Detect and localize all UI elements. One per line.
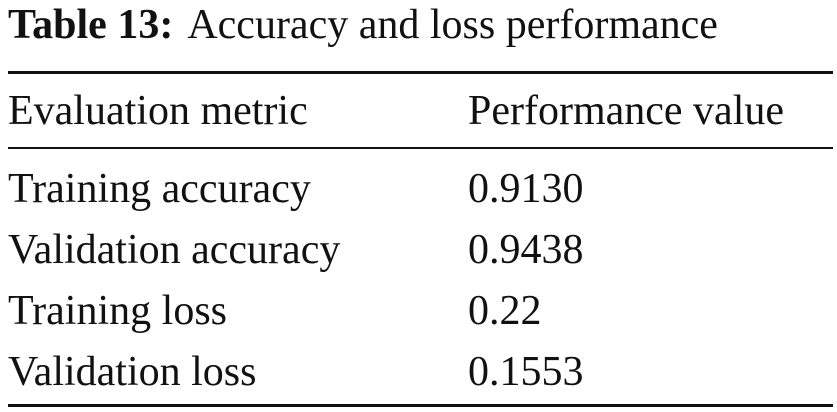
metric-cell: Training loss bbox=[8, 288, 228, 334]
header-rule bbox=[8, 147, 833, 149]
caption: Table 13: Accuracy and loss performance bbox=[8, 4, 718, 46]
metric-cell: Validation accuracy bbox=[8, 227, 341, 273]
value-cell: 0.9130 bbox=[468, 166, 584, 212]
top-rule bbox=[8, 71, 833, 74]
header-cell: Performance value bbox=[468, 88, 785, 134]
metric-cell: Validation loss bbox=[8, 349, 257, 395]
bottom-rule bbox=[8, 404, 833, 407]
caption-text: Accuracy and loss performance bbox=[187, 2, 718, 48]
metric-cell: Training accuracy bbox=[8, 166, 311, 212]
value-cell: 0.22 bbox=[468, 288, 542, 334]
caption-label: Table 13: bbox=[8, 2, 174, 48]
header-cell: Evaluation metric bbox=[8, 88, 308, 134]
value-cell: 0.1553 bbox=[468, 349, 584, 395]
value-cell: 0.9438 bbox=[468, 227, 584, 273]
